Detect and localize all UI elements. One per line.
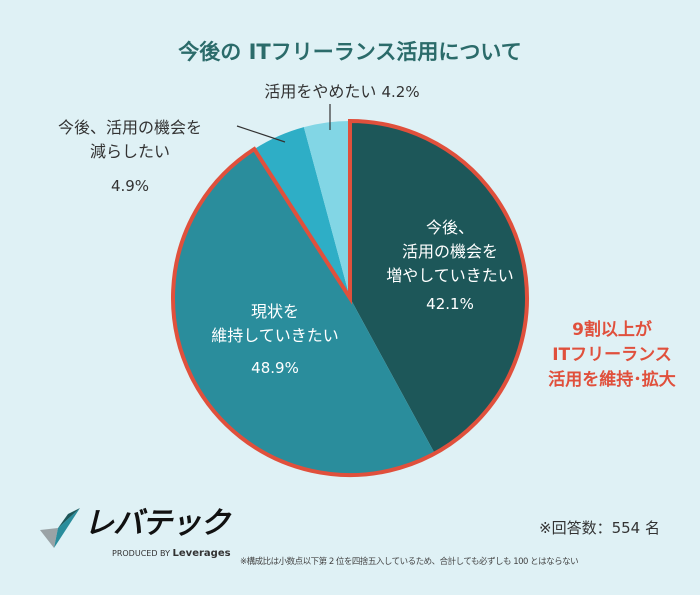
label-increase-line1: 今後、: [425, 218, 474, 237]
logo-subtitle: PRODUCED BY Leverages: [112, 548, 231, 560]
pie-slice-3: [303, 121, 350, 298]
callout-line3: 活用を維持･拡大: [548, 370, 676, 390]
callout-line2: ITフリーランス: [552, 345, 672, 365]
label-stop-text: 活用をやめたい: [264, 82, 377, 101]
label-maintain-line2: 維持していきたい: [211, 326, 339, 345]
highlight-outline: [171, 118, 529, 477]
logo-sub-brand: Leverages: [172, 548, 231, 559]
label-reduce: 今後、活用の機会を 減らしたい 4.9%: [30, 116, 230, 198]
label-reduce-line1: 今後、活用の機会を: [57, 118, 202, 137]
leader-line-reduce: [236, 125, 286, 143]
label-reduce-line2: 減らしたい: [89, 142, 170, 161]
logo-sub-prefix: PRODUCED BY: [112, 549, 170, 558]
label-maintain: 現状を 維持していきたい 48.9%: [195, 300, 355, 380]
respondent-count: ※回答数：554 名: [539, 519, 660, 537]
label-increase: 今後、 活用の機会を 増やしていきたい 42.1%: [378, 216, 522, 316]
highlight-callout: 9割以上が ITフリーランス 活用を維持･拡大: [532, 318, 692, 393]
label-increase-line3: 増やしていきたい: [386, 266, 514, 285]
pie-slice-2: [254, 127, 350, 298]
logo-text: レバテック: [84, 506, 230, 541]
logo-check-icon: [40, 508, 80, 548]
label-stop: 活用をやめたい 4.2%: [232, 80, 452, 104]
chart-title: 今後の ITフリーランス活用について: [178, 40, 522, 64]
footnote: ※構成比は小数点以下第 2 位を四捨五入しているため、合計しても必ずしも 100…: [240, 557, 579, 567]
pie-slice-1: [172, 149, 435, 476]
value-stop: 4.2%: [381, 83, 420, 101]
callout-line1: 9割以上が: [572, 320, 652, 340]
value-reduce: 4.9%: [110, 177, 150, 195]
label-maintain-line1: 現状を: [250, 302, 299, 321]
label-increase-line2: 活用の機会を: [401, 242, 498, 261]
value-maintain: 48.9%: [251, 359, 299, 377]
pie-slice-0: [350, 121, 528, 454]
value-increase: 42.1%: [426, 295, 474, 313]
